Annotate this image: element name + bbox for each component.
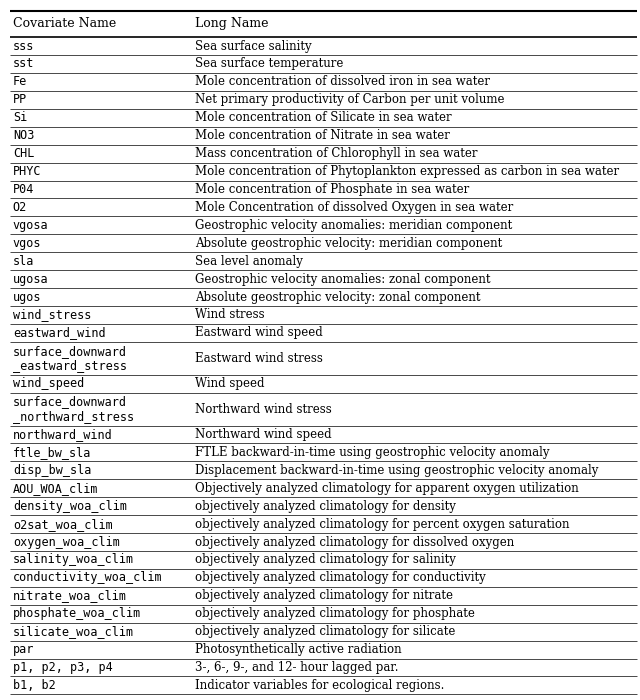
Text: eastward_wind: eastward_wind: [13, 326, 106, 340]
Text: ugosa: ugosa: [13, 272, 49, 286]
Text: vgos: vgos: [13, 237, 42, 250]
Text: Photosynthetically active radiation: Photosynthetically active radiation: [195, 643, 402, 656]
Text: Fe: Fe: [13, 76, 27, 88]
Text: vgosa: vgosa: [13, 219, 49, 232]
Text: Displacement backward-in-time using geostrophic velocity anomaly: Displacement backward-in-time using geos…: [195, 464, 598, 477]
Text: ftle_bw_sla: ftle_bw_sla: [13, 446, 91, 459]
Text: Net primary productivity of Carbon per unit volume: Net primary productivity of Carbon per u…: [195, 93, 505, 106]
Text: sst: sst: [13, 57, 34, 71]
Text: Covariate Name: Covariate Name: [13, 18, 116, 30]
Text: wind_speed: wind_speed: [13, 377, 84, 390]
Text: Mole concentration of Phosphate in sea water: Mole concentration of Phosphate in sea w…: [195, 183, 470, 196]
Text: O2: O2: [13, 201, 27, 214]
Text: Geostrophic velocity anomalies: meridian component: Geostrophic velocity anomalies: meridian…: [195, 219, 513, 232]
Text: Wind speed: Wind speed: [195, 377, 265, 390]
Text: conductivity_woa_clim: conductivity_woa_clim: [13, 571, 163, 584]
Text: northward_wind: northward_wind: [13, 428, 113, 441]
Text: 3-, 6-, 9-, and 12- hour lagged par.: 3-, 6-, 9-, and 12- hour lagged par.: [195, 661, 399, 674]
Text: objectively analyzed climatology for silicate: objectively analyzed climatology for sil…: [195, 625, 456, 638]
Text: Mole concentration of Nitrate in sea water: Mole concentration of Nitrate in sea wat…: [195, 130, 450, 142]
Text: _northward_stress: _northward_stress: [13, 410, 134, 423]
Text: Sea surface temperature: Sea surface temperature: [195, 57, 344, 71]
Text: b1, b2: b1, b2: [13, 679, 56, 692]
Text: Geostrophic velocity anomalies: zonal component: Geostrophic velocity anomalies: zonal co…: [195, 272, 491, 286]
Text: _eastward_stress: _eastward_stress: [13, 359, 127, 372]
Text: AOU_WOA_clim: AOU_WOA_clim: [13, 482, 99, 495]
Text: NO3: NO3: [13, 130, 34, 142]
Text: surface_downward: surface_downward: [13, 344, 127, 358]
Text: Wind stress: Wind stress: [195, 309, 265, 321]
Text: CHL: CHL: [13, 147, 34, 160]
Text: salinity_woa_clim: salinity_woa_clim: [13, 554, 134, 566]
Text: Mole concentration of Silicate in sea water: Mole concentration of Silicate in sea wa…: [195, 111, 452, 125]
Text: Objectively analyzed climatology for apparent oxygen utilization: Objectively analyzed climatology for app…: [195, 482, 579, 495]
Text: sla: sla: [13, 255, 34, 267]
Text: objectively analyzed climatology for conductivity: objectively analyzed climatology for con…: [195, 571, 486, 584]
Text: Absolute geostrophic velocity: meridian component: Absolute geostrophic velocity: meridian …: [195, 237, 502, 250]
Text: Sea level anomaly: Sea level anomaly: [195, 255, 303, 267]
Text: silicate_woa_clim: silicate_woa_clim: [13, 625, 134, 638]
Text: o2sat_woa_clim: o2sat_woa_clim: [13, 517, 113, 531]
Text: sss: sss: [13, 40, 34, 52]
Text: p1, p2, p3, p4: p1, p2, p3, p4: [13, 661, 113, 674]
Text: wind_stress: wind_stress: [13, 309, 91, 321]
Text: objectively analyzed climatology for dissolved oxygen: objectively analyzed climatology for dis…: [195, 536, 515, 549]
Text: Si: Si: [13, 111, 27, 125]
Text: objectively analyzed climatology for nitrate: objectively analyzed climatology for nit…: [195, 589, 453, 602]
Text: oxygen_woa_clim: oxygen_woa_clim: [13, 536, 120, 549]
Text: PHYC: PHYC: [13, 165, 42, 178]
Text: objectively analyzed climatology for density: objectively analyzed climatology for den…: [195, 500, 456, 512]
Text: Long Name: Long Name: [195, 18, 269, 30]
Text: objectively analyzed climatology for percent oxygen saturation: objectively analyzed climatology for per…: [195, 517, 570, 531]
Text: FTLE backward-in-time using geostrophic velocity anomaly: FTLE backward-in-time using geostrophic …: [195, 446, 550, 459]
Text: objectively analyzed climatology for salinity: objectively analyzed climatology for sal…: [195, 554, 456, 566]
Text: Mass concentration of Chlorophyll in sea water: Mass concentration of Chlorophyll in sea…: [195, 147, 477, 160]
Text: Eastward wind stress: Eastward wind stress: [195, 352, 323, 365]
Text: P04: P04: [13, 183, 34, 196]
Text: disp_bw_sla: disp_bw_sla: [13, 464, 91, 477]
Text: par: par: [13, 643, 34, 656]
Text: nitrate_woa_clim: nitrate_woa_clim: [13, 589, 127, 602]
Text: Sea surface salinity: Sea surface salinity: [195, 40, 312, 52]
Text: objectively analyzed climatology for phosphate: objectively analyzed climatology for pho…: [195, 607, 475, 620]
Text: Northward wind stress: Northward wind stress: [195, 402, 332, 416]
Text: density_woa_clim: density_woa_clim: [13, 500, 127, 512]
Text: surface_downward: surface_downward: [13, 395, 127, 408]
Text: Indicator variables for ecological regions.: Indicator variables for ecological regio…: [195, 679, 445, 692]
Text: Northward wind speed: Northward wind speed: [195, 428, 332, 441]
Text: phosphate_woa_clim: phosphate_woa_clim: [13, 607, 141, 620]
Text: Mole Concentration of dissolved Oxygen in sea water: Mole Concentration of dissolved Oxygen i…: [195, 201, 513, 214]
Text: Mole concentration of Phytoplankton expressed as carbon in sea water: Mole concentration of Phytoplankton expr…: [195, 165, 620, 178]
Text: PP: PP: [13, 93, 27, 106]
Text: Eastward wind speed: Eastward wind speed: [195, 326, 323, 340]
Text: ugos: ugos: [13, 290, 42, 304]
Text: Absolute geostrophic velocity: zonal component: Absolute geostrophic velocity: zonal com…: [195, 290, 481, 304]
Text: Mole concentration of dissolved iron in sea water: Mole concentration of dissolved iron in …: [195, 76, 490, 88]
